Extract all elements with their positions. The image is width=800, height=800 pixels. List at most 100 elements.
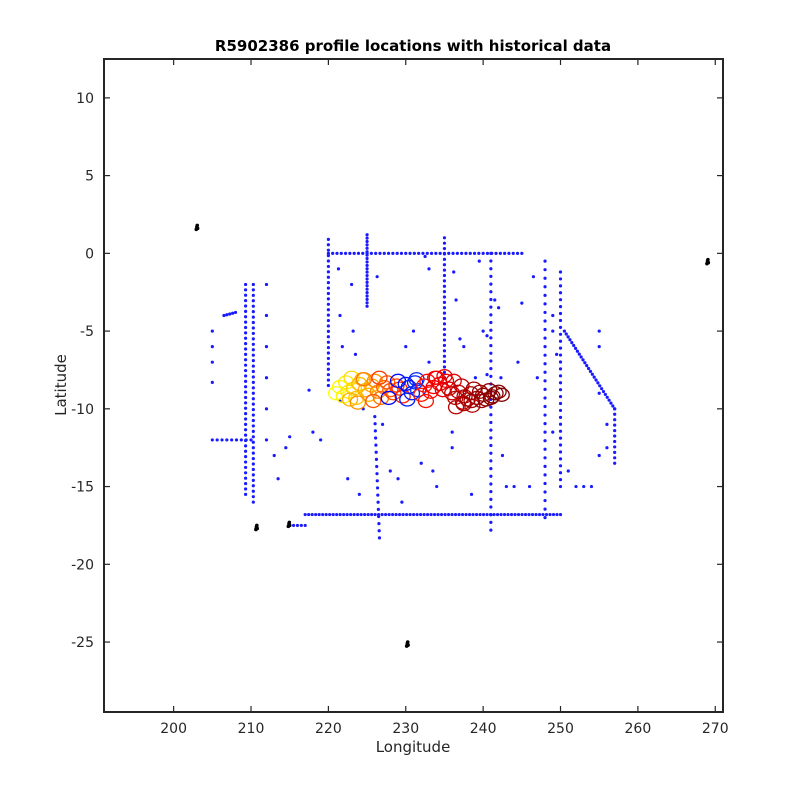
y-tick-label: -10 xyxy=(71,402,94,418)
historical-point xyxy=(366,512,370,517)
historical-point xyxy=(251,369,255,374)
historical-point xyxy=(377,512,381,517)
historical-point xyxy=(365,251,369,255)
historical-point xyxy=(489,297,493,302)
historical-point xyxy=(596,381,600,385)
x-tick-label: 250 xyxy=(547,721,574,737)
historical-point xyxy=(243,347,248,351)
historical-point xyxy=(243,288,248,292)
historical-point xyxy=(490,251,494,255)
historical-point xyxy=(326,313,330,317)
historical-point xyxy=(523,512,528,517)
historical-point xyxy=(489,351,493,355)
historical-point xyxy=(543,345,547,349)
historical-point xyxy=(489,259,493,263)
float-profile-point xyxy=(371,370,388,385)
historical-point xyxy=(401,512,405,517)
historical-point xyxy=(442,333,447,337)
historical-point xyxy=(251,375,255,379)
historical-point xyxy=(295,523,300,528)
float-profile-point xyxy=(453,378,470,393)
historical-point xyxy=(326,373,330,377)
historical-point xyxy=(442,263,447,267)
historical-point xyxy=(210,360,214,364)
historical-point xyxy=(558,415,563,419)
historical-point xyxy=(345,512,349,517)
historical-point xyxy=(477,251,481,255)
historical-point xyxy=(551,329,555,333)
historical-point xyxy=(472,251,477,255)
historical-point xyxy=(579,355,583,359)
historical-point xyxy=(251,304,255,308)
other-profile-point xyxy=(705,257,711,266)
historical-point xyxy=(527,484,532,489)
historical-point xyxy=(365,260,369,264)
historical-point xyxy=(566,469,570,473)
historical-point xyxy=(264,407,269,411)
historical-point xyxy=(222,313,226,318)
historical-point xyxy=(493,298,497,302)
historical-point xyxy=(243,390,248,394)
historical-point xyxy=(326,248,330,252)
historical-point xyxy=(489,343,493,348)
historical-point xyxy=(365,284,369,288)
x-tick-label: 270 xyxy=(702,721,729,737)
historical-point xyxy=(558,374,563,378)
historical-point xyxy=(485,512,489,517)
historical-point xyxy=(543,396,547,400)
historical-point xyxy=(438,251,442,255)
historical-point xyxy=(601,389,606,394)
historical-point xyxy=(243,368,248,373)
historical-point xyxy=(340,345,344,349)
historical-point xyxy=(326,324,330,328)
historical-point xyxy=(489,520,493,525)
historical-point xyxy=(243,455,248,459)
historical-point xyxy=(251,413,255,417)
historical-point xyxy=(376,507,380,511)
historical-point xyxy=(251,288,255,292)
historical-point xyxy=(331,512,335,517)
x-tick-label: 230 xyxy=(392,721,419,737)
historical-point xyxy=(243,417,248,421)
historical-point xyxy=(516,512,521,517)
historical-point xyxy=(307,388,311,392)
historical-point xyxy=(326,286,330,290)
other-profile-point xyxy=(286,520,292,529)
historical-point xyxy=(474,512,479,517)
historical-point xyxy=(520,512,524,517)
historical-point xyxy=(317,512,321,517)
historical-point xyxy=(326,259,330,263)
historical-point xyxy=(352,251,356,255)
historical-point xyxy=(243,487,248,491)
historical-point xyxy=(458,337,462,341)
historical-point xyxy=(582,484,586,489)
historical-point xyxy=(243,460,248,464)
historical-point xyxy=(326,264,330,269)
historical-point xyxy=(485,373,489,377)
historical-point xyxy=(558,450,563,454)
historical-point xyxy=(605,422,609,426)
historical-point xyxy=(520,251,524,255)
historical-point xyxy=(243,465,248,470)
historical-point xyxy=(442,327,447,331)
historical-point xyxy=(356,512,360,517)
historical-point xyxy=(495,512,500,517)
historical-point xyxy=(365,280,369,284)
historical-point xyxy=(442,300,447,304)
historical-point xyxy=(516,360,520,364)
historical-point xyxy=(588,369,593,373)
historical-point xyxy=(507,251,511,255)
x-tick-label: 260 xyxy=(625,721,652,737)
historical-point xyxy=(353,352,358,357)
historical-point xyxy=(600,387,604,391)
historical-point xyxy=(555,512,559,517)
historical-point xyxy=(543,490,547,494)
historical-point xyxy=(597,345,601,349)
historical-point xyxy=(489,328,493,332)
historical-point xyxy=(431,469,435,473)
historical-point xyxy=(380,422,385,426)
historical-point xyxy=(558,298,563,302)
historical-point xyxy=(210,345,214,349)
historical-point xyxy=(492,512,496,517)
historical-point xyxy=(613,450,617,454)
